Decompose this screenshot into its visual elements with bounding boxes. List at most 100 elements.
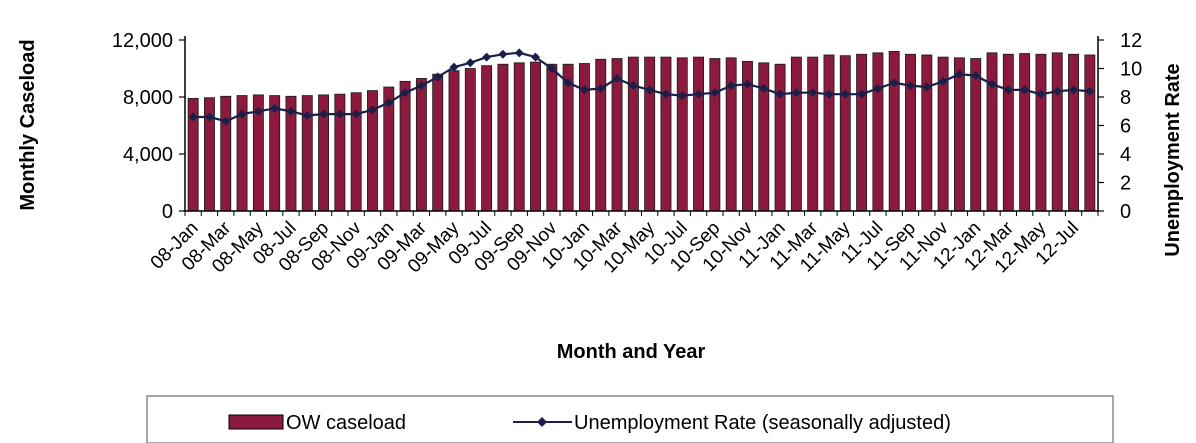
legend-caseload-label: OW caseload — [286, 412, 406, 434]
caseload-bar — [953, 57, 965, 212]
unemployment-point — [531, 52, 541, 62]
caseload-bar — [856, 53, 868, 212]
unemployment-point — [335, 109, 345, 119]
caseload-bar — [676, 57, 688, 212]
y-axis-left-tick-label: 8,000 — [123, 87, 173, 109]
unemployment-point — [726, 81, 736, 91]
unemployment-point — [742, 79, 752, 89]
unemployment-point — [188, 112, 198, 122]
unemployment-point — [791, 88, 801, 98]
caseload-bar — [497, 63, 509, 212]
caseload-bar — [660, 56, 672, 212]
caseload-bar — [627, 56, 639, 212]
y-axis-right-tick-label: 12 — [1120, 30, 1142, 52]
unemployment-line-group — [188, 48, 1095, 126]
unemployment-point — [416, 81, 426, 91]
caseload-bar — [530, 61, 541, 212]
unemployment-point — [710, 88, 720, 98]
legend-line-marker — [537, 417, 547, 427]
unemployment-point — [906, 81, 916, 91]
caseload-bar — [807, 56, 819, 212]
legend-bar-swatch — [228, 414, 284, 430]
unemployment-point — [1052, 86, 1062, 96]
caseload-bar — [1068, 53, 1079, 212]
caseload-bar — [888, 51, 900, 212]
caseload-bar — [399, 80, 411, 212]
unemployment-point — [286, 106, 296, 116]
unemployment-point — [759, 83, 769, 93]
y-axis-left-tick-label: 12,000 — [112, 30, 173, 52]
legend: OW caseload Unemployment Rate (seasonall… — [146, 395, 1114, 443]
caseload-bar — [432, 73, 444, 212]
left-axis-tick-labels: 0 4,000 8,000 12,000 — [112, 30, 173, 223]
caseload-bar — [546, 63, 558, 212]
caseload-bar — [872, 52, 884, 212]
caseload-bar — [644, 56, 656, 212]
unemployment-point — [694, 89, 704, 99]
caseload-bar — [986, 52, 998, 212]
unemployment-point — [400, 88, 410, 98]
y-axis-right-tick-label: 0 — [1120, 201, 1131, 223]
unemployment-point — [384, 98, 394, 108]
unemployment-point — [514, 48, 524, 58]
unemployment-point — [596, 83, 606, 93]
unemployment-point — [237, 109, 247, 119]
unemployment-point — [498, 49, 508, 59]
unemployment-point — [465, 58, 475, 68]
y-axis-left-tick-label: 0 — [162, 201, 173, 223]
unemployment-point — [938, 76, 948, 86]
unemployment-point — [840, 89, 850, 99]
unemployment-point — [1069, 85, 1079, 95]
caseload-bar — [595, 58, 607, 212]
caseload-bar — [823, 54, 835, 212]
unemployment-point — [1036, 89, 1046, 99]
unemployment-point — [563, 78, 573, 88]
caseload-bar — [693, 56, 705, 212]
unemployment-point — [873, 83, 883, 93]
caseload-bar — [448, 70, 460, 212]
caseload-bar — [1019, 53, 1031, 212]
caseload-bar — [725, 57, 737, 212]
caseload-bar — [921, 54, 933, 212]
unemployment-point — [1003, 85, 1013, 95]
unemployment-point — [302, 111, 312, 121]
y-axis-left-tick-label: 4,000 — [123, 144, 173, 166]
x-axis-title: Month and Year — [557, 341, 706, 363]
y-axis-left-title: Monthly Caseload — [17, 39, 39, 210]
unemployment-point — [204, 112, 214, 122]
right-axis-tick-labels: 0 2 4 6 8 10 12 — [1120, 30, 1142, 223]
unemployment-point — [677, 91, 687, 101]
unemployment-point — [579, 85, 589, 95]
caseload-bar — [1035, 53, 1047, 212]
x-axis-tick-labels: 08-Jan08-Mar08-May08-Jul08-Sep08-Nov09-J… — [147, 217, 1083, 277]
unemployment-point — [449, 62, 459, 72]
caseload-bar — [970, 58, 982, 212]
y-axis-right-tick-label: 8 — [1120, 87, 1131, 109]
unemployment-point — [1020, 85, 1030, 95]
unemployment-point — [857, 89, 867, 99]
caseload-bar — [220, 95, 232, 212]
unemployment-point — [645, 85, 655, 95]
unemployment-point — [971, 71, 981, 81]
caseload-bar — [481, 65, 493, 212]
caseload-bar — [839, 55, 851, 212]
unemployment-point — [482, 52, 492, 62]
y-axis-right-tick-label: 4 — [1120, 144, 1131, 166]
y-axis-right-tick-label: 2 — [1120, 173, 1131, 195]
caseload-bar — [709, 58, 721, 212]
y-axis-right-tick-label: 6 — [1120, 116, 1131, 138]
unemployment-point — [270, 103, 280, 113]
unemployment-point — [889, 78, 899, 88]
unemployment-point — [547, 64, 557, 73]
caseload-bar — [464, 68, 476, 212]
unemployment-point — [922, 82, 932, 92]
unemployment-point — [433, 72, 443, 82]
caseload-bar — [513, 62, 525, 212]
caseload-bar — [905, 53, 916, 212]
unemployment-point — [987, 79, 997, 89]
caseload-bar — [415, 78, 427, 212]
caseload-bar — [790, 56, 802, 212]
y-axis-right-tick-label: 10 — [1120, 59, 1142, 81]
unemployment-point — [824, 89, 834, 99]
